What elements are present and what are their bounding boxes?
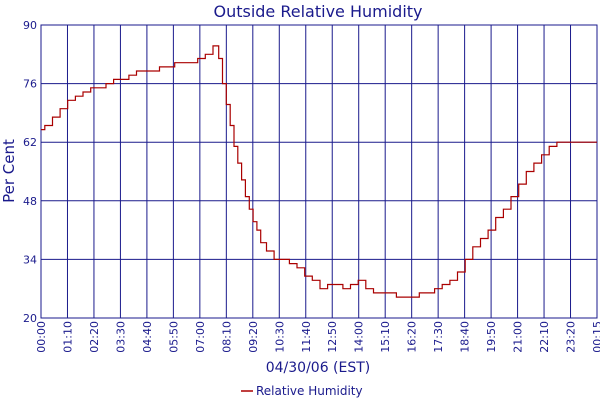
x-tick-label: 22:10 bbox=[538, 321, 551, 353]
chart-title: Outside Relative Humidity bbox=[213, 2, 422, 21]
series-line-relative-humidity bbox=[41, 45, 597, 298]
y-tick-label: 62 bbox=[23, 136, 37, 149]
y-tick-label: 48 bbox=[23, 195, 37, 208]
x-axis-ticks: 00:00 01:10 02:20 03:30 04:40 05:50 07:00 08:10… bbox=[35, 321, 600, 353]
x-tick-label: 16:20 bbox=[406, 321, 419, 353]
plot-border bbox=[40, 24, 598, 319]
x-tick-label: 19:50 bbox=[485, 321, 498, 353]
x-tick-label: 21:00 bbox=[512, 321, 525, 353]
y-tick-label: 90 bbox=[23, 19, 37, 32]
x-tick-label: 07:00 bbox=[194, 321, 207, 353]
legend-label: Relative Humidity bbox=[256, 384, 363, 398]
x-tick-label: 11:40 bbox=[300, 321, 313, 353]
x-tick-label: 00:00 bbox=[35, 321, 48, 353]
x-tick-label: 12:50 bbox=[326, 321, 339, 353]
y-tick-label: 76 bbox=[23, 78, 37, 91]
x-tick-label: 02:20 bbox=[88, 321, 101, 353]
x-tick-label: 08:10 bbox=[220, 321, 233, 353]
x-tick-label: 05:50 bbox=[167, 321, 180, 353]
x-tick-label: 10:30 bbox=[273, 321, 286, 353]
x-tick-label: 01:10 bbox=[61, 321, 74, 353]
x-tick-label: 09:20 bbox=[247, 321, 260, 353]
x-tick-label: 17:30 bbox=[432, 321, 445, 353]
x-tick-label: 15:10 bbox=[379, 321, 392, 353]
x-axis-label: 04/30/06 (EST) bbox=[266, 360, 371, 376]
y-tick-label: 20 bbox=[23, 312, 37, 325]
x-tick-label: 18:40 bbox=[459, 321, 472, 353]
legend: Relative Humidity bbox=[241, 384, 363, 398]
x-tick-label: 14:00 bbox=[353, 321, 366, 353]
x-tick-label: 03:30 bbox=[114, 321, 127, 353]
y-axis-ticks: 20 34 48 62 76 90 bbox=[23, 19, 37, 325]
grid-lines bbox=[40, 24, 598, 319]
x-tick-label: 23:20 bbox=[565, 321, 578, 353]
y-tick-label: 34 bbox=[23, 253, 37, 266]
x-tick-label: 04:40 bbox=[141, 321, 154, 353]
x-tick-label: 00:15 bbox=[591, 321, 600, 353]
y-axis-label: Per Cent bbox=[0, 139, 18, 203]
